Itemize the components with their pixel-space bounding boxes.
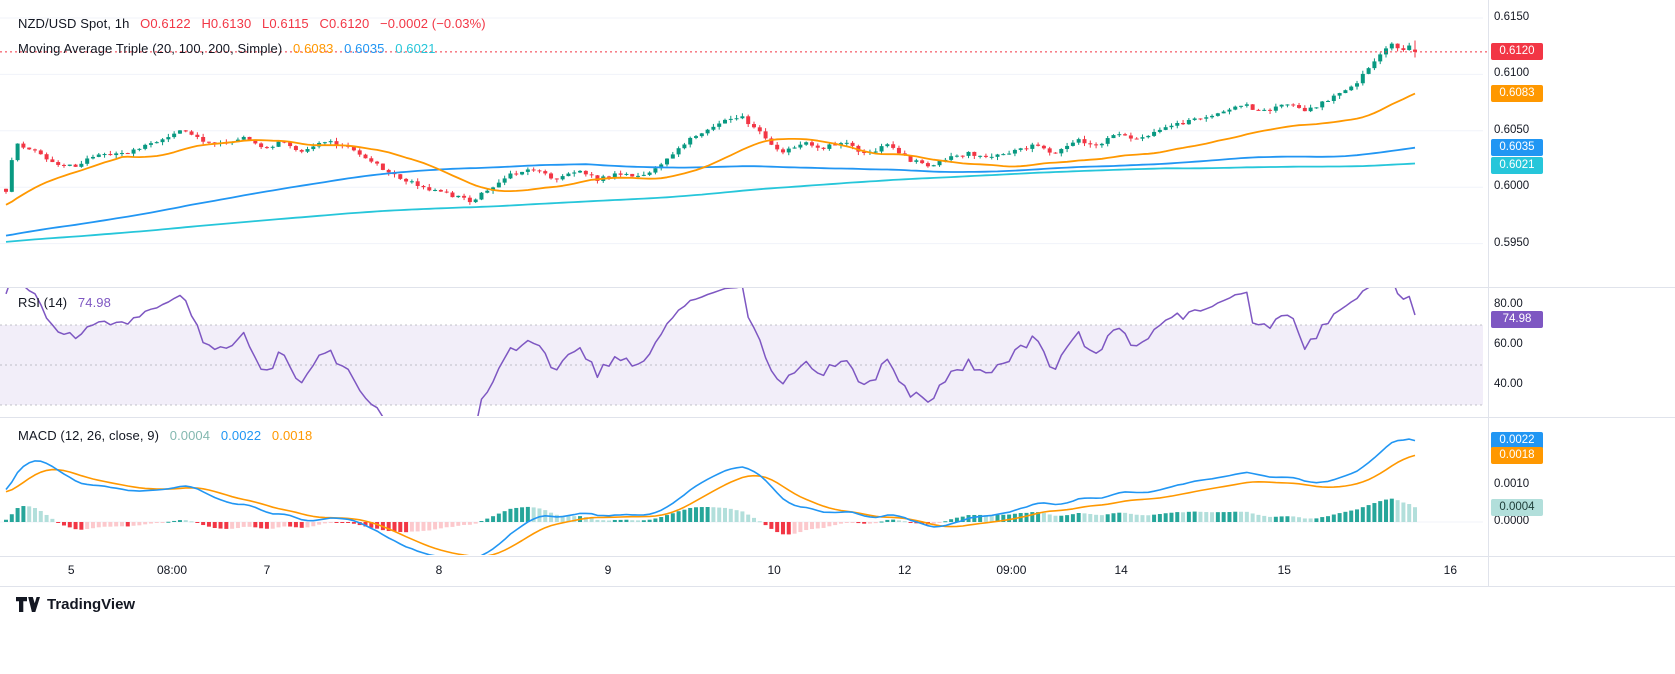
rsi-pane[interactable]	[0, 274, 1483, 440]
macd-pane[interactable]	[0, 438, 1483, 559]
tradingview-logo[interactable]: TradingView	[16, 596, 135, 613]
price-pane[interactable]	[0, 17, 1483, 245]
tradingview-logo-text: TradingView	[47, 596, 136, 613]
tradingview-logo-icon	[16, 597, 40, 612]
